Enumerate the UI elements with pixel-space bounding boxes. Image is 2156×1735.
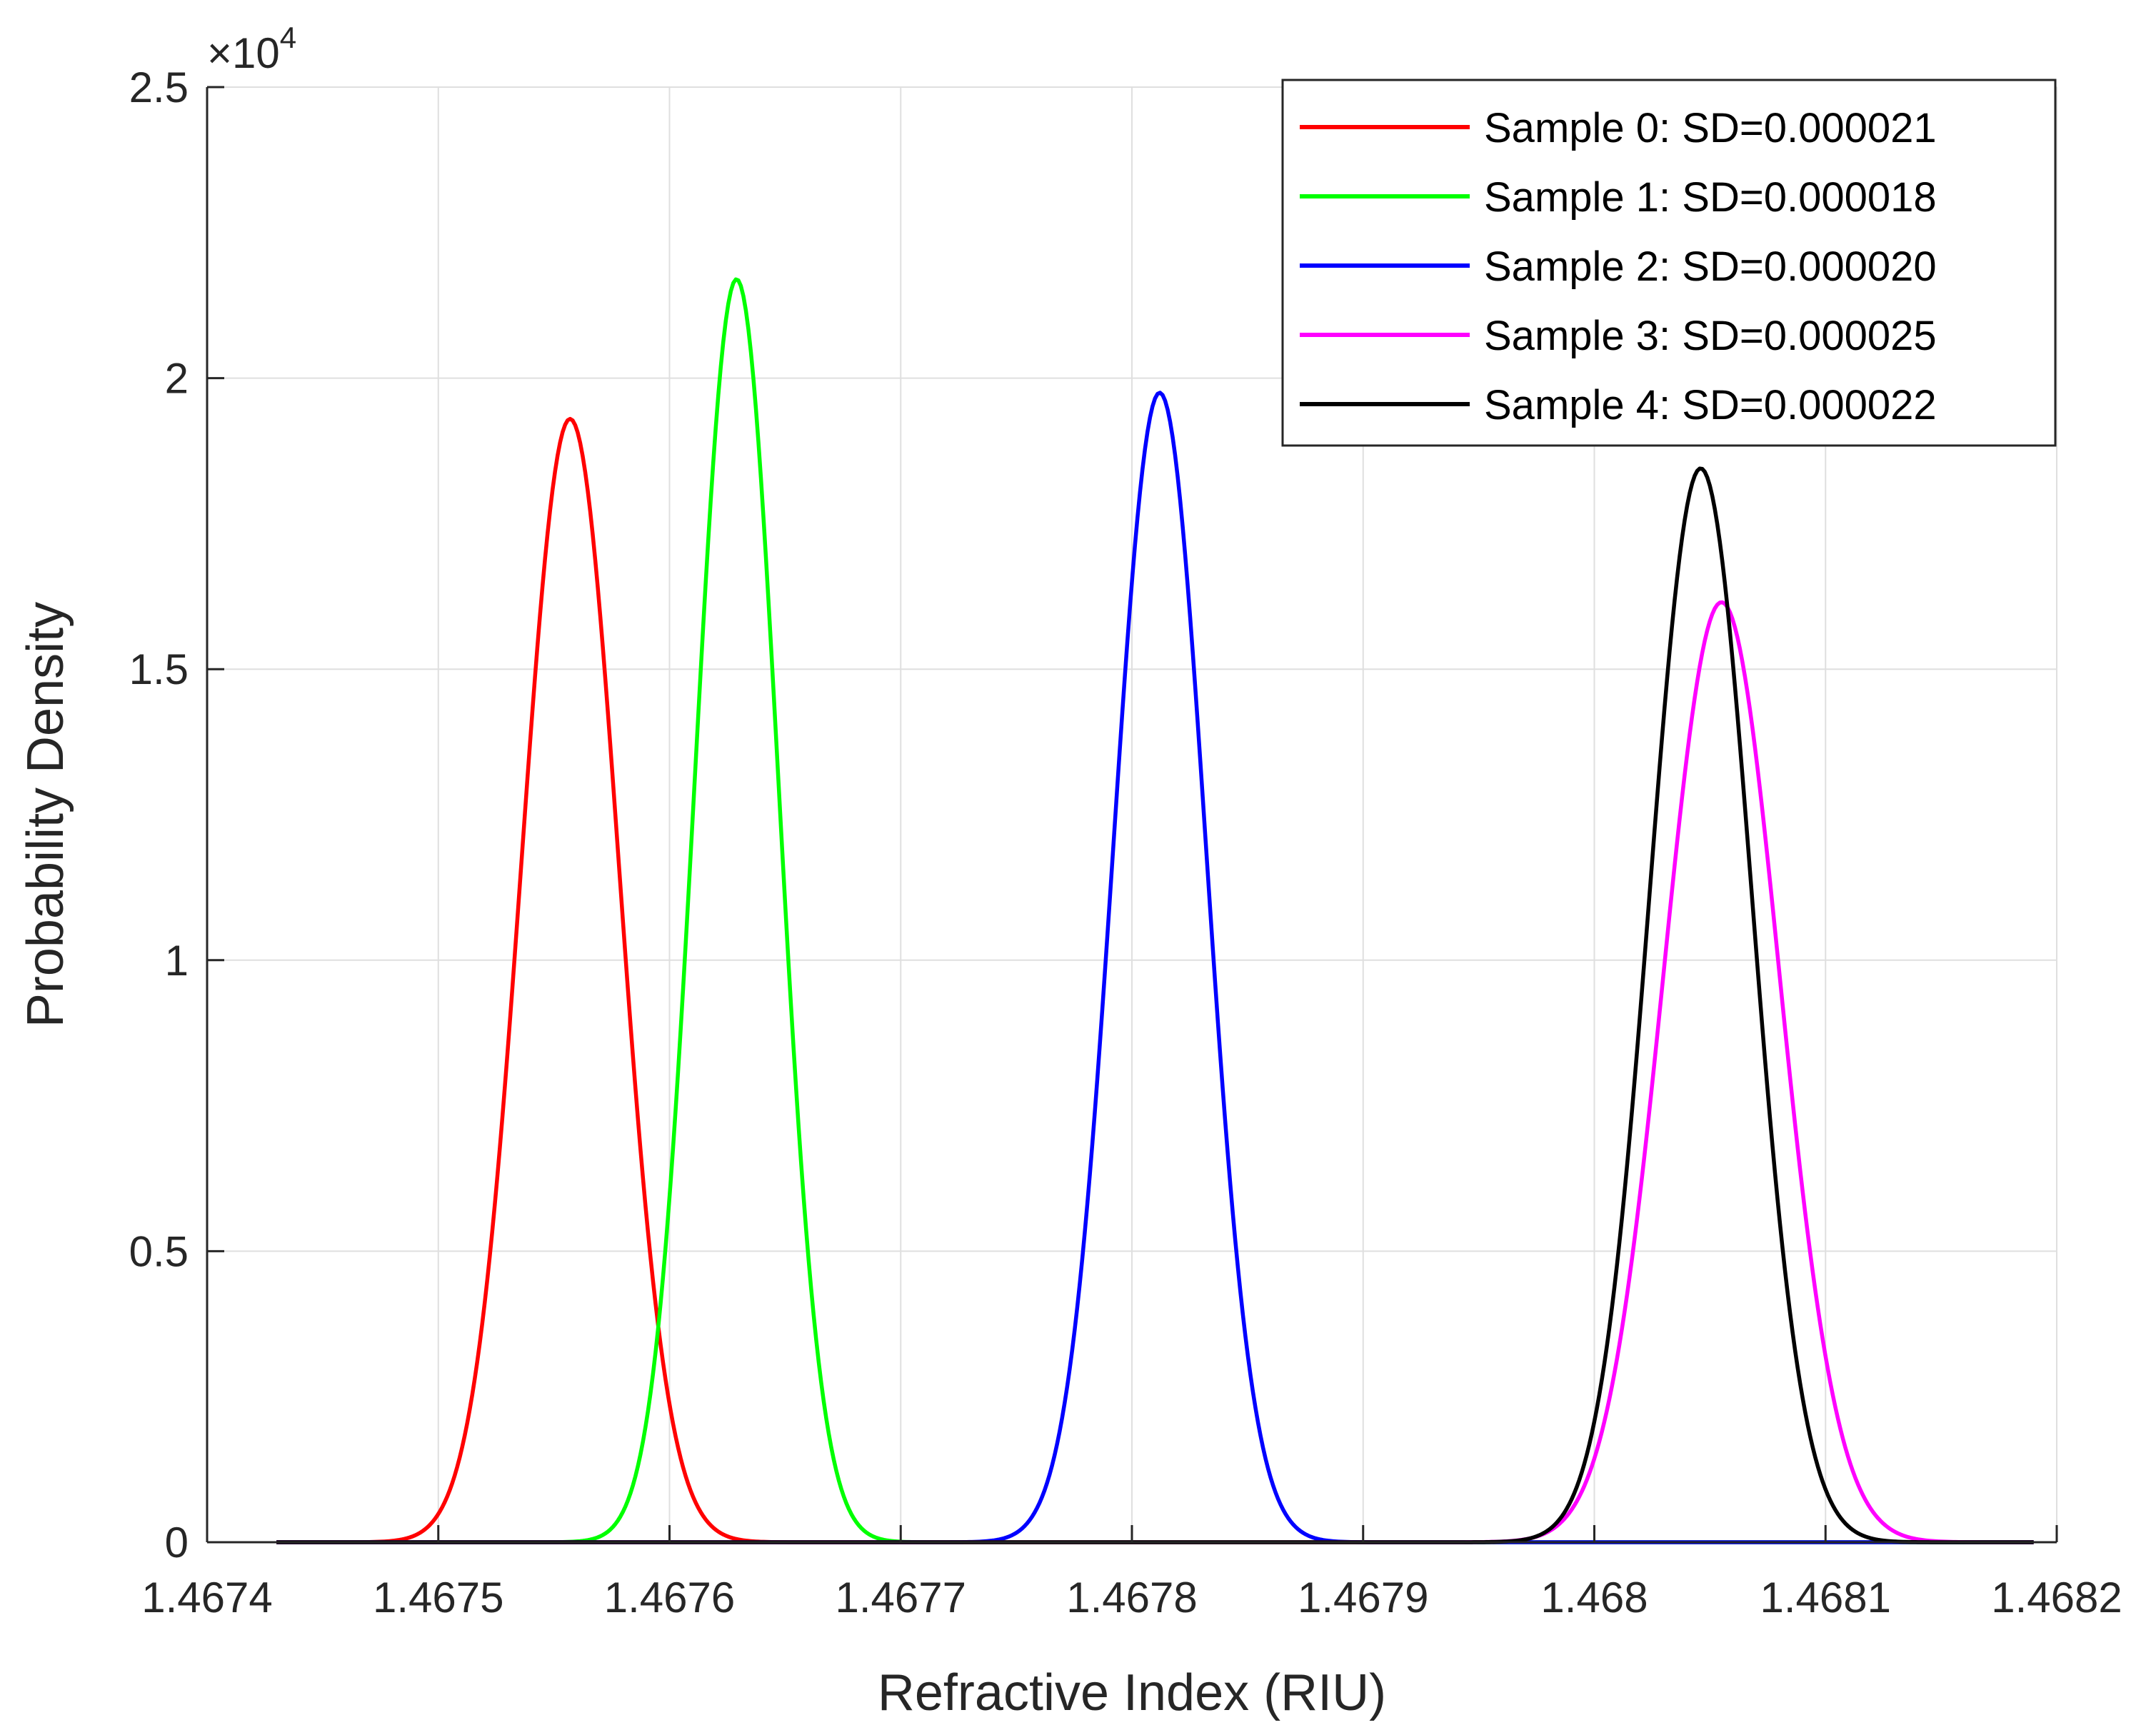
legend-label-2: Sample 2: SD=0.000020 (1484, 243, 1937, 290)
legend-box (1281, 79, 2057, 447)
x-tick-label-0: 1.4674 (141, 1574, 273, 1621)
y-tick-label-5: 2.5 (129, 64, 189, 111)
legend: Sample 0: SD=0.000021 Sample 1: SD=0.0000… (1281, 79, 2057, 447)
legend-label-0: Sample 0: SD=0.000021 (1484, 105, 1937, 151)
x-axis-title: Refractive Index (RIU) (878, 1664, 1386, 1721)
series-line-1 (276, 277, 2034, 1544)
series-line-3 (276, 600, 2034, 1544)
x-tick-label-1: 1.4675 (373, 1574, 504, 1621)
x-tick-label-8: 1.4682 (1991, 1574, 2122, 1621)
series-line-0 (276, 416, 2034, 1544)
y-axis-title: Probability Density (17, 602, 74, 1027)
series-curves (276, 277, 2034, 1544)
axes (206, 86, 2058, 1544)
y-tick-label-4: 2 (165, 355, 189, 403)
x-tick-label-2: 1.4676 (604, 1574, 736, 1621)
legend-label-1: Sample 1: SD=0.000018 (1484, 174, 1937, 221)
y-exponent-label: ×104 (207, 21, 296, 77)
y-tick-label-1: 0.5 (129, 1227, 189, 1275)
x-tick-label-7: 1.4681 (1760, 1574, 1891, 1621)
series-line-2 (276, 391, 2034, 1544)
legend-label-4: Sample 4: SD=0.000022 (1484, 382, 1937, 428)
x-tick-label-6: 1.468 (1540, 1574, 1648, 1621)
x-tick-label-4: 1.4678 (1066, 1574, 1198, 1621)
legend-label-3: Sample 3: SD=0.000025 (1484, 313, 1937, 359)
y-tick-label-3: 1.5 (129, 645, 189, 693)
x-tick-label-5: 1.4679 (1298, 1574, 1429, 1621)
y-tick-label-0: 0 (165, 1519, 189, 1566)
x-tick-label-3: 1.4677 (835, 1574, 966, 1621)
tick-labels: 1.4674 1.4675 1.4676 1.4677 1.4678 1.4679 1.46… (129, 64, 2122, 1621)
y-tick-label-2: 1 (165, 937, 189, 985)
